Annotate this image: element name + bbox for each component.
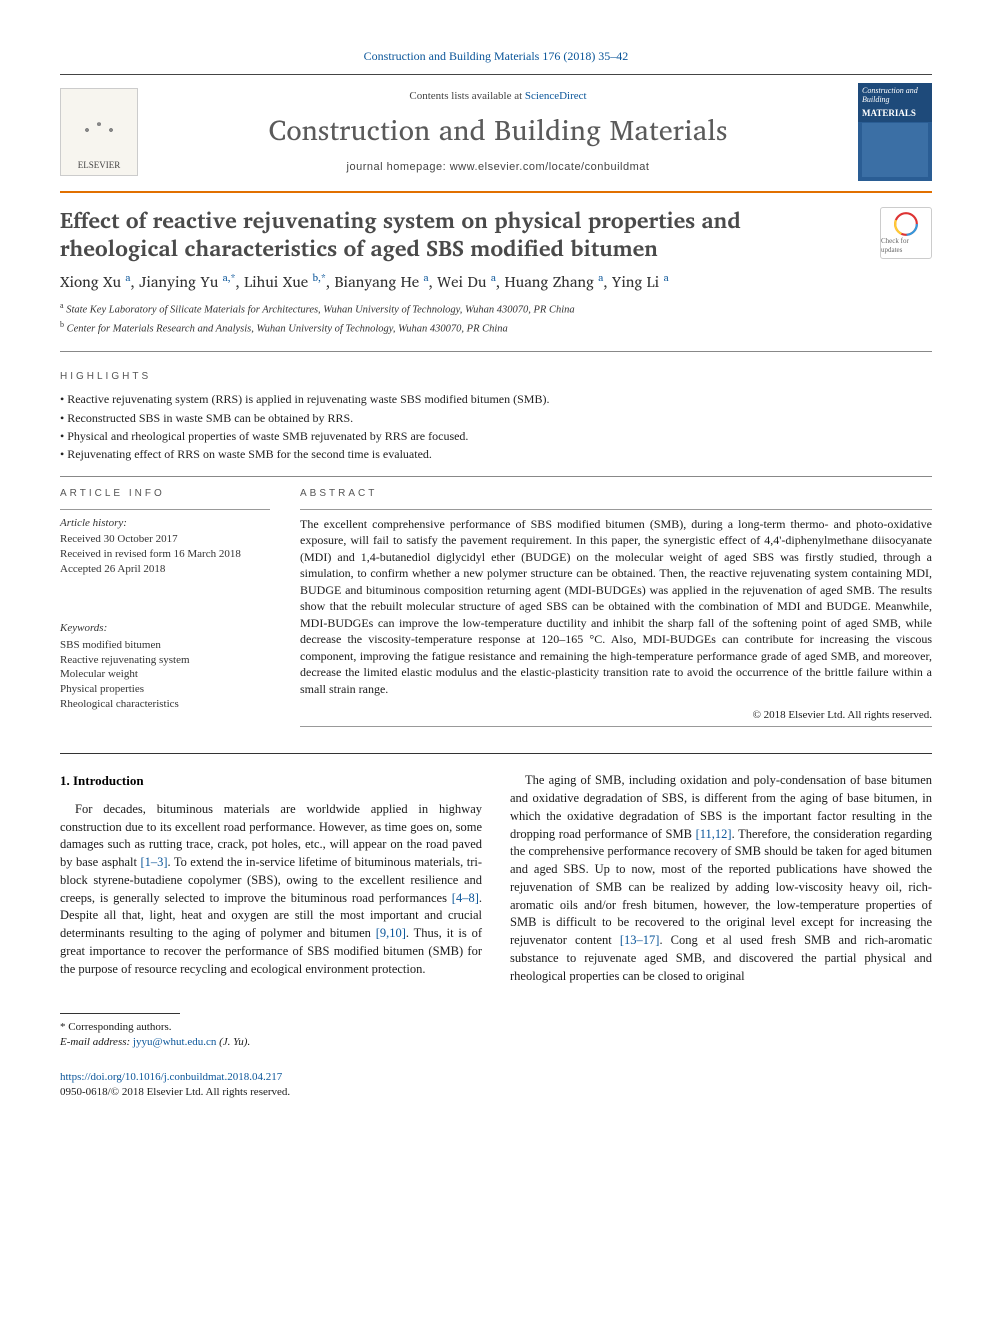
intro-heading: 1. Introduction [60, 772, 482, 790]
divider [60, 509, 270, 510]
divider [300, 509, 932, 510]
highlight-item: Rejuvenating effect of RRS on waste SMB … [60, 446, 932, 462]
publisher-name: ELSEVIER [78, 159, 121, 171]
elsevier-logo: ELSEVIER [60, 88, 138, 176]
highlights-label: HIGHLIGHTS [60, 370, 932, 384]
cover-title-1: Construction and Building [862, 87, 928, 105]
email-label: E-mail address: [60, 1036, 133, 1048]
journal-homepage: journal homepage: www.elsevier.com/locat… [152, 160, 844, 175]
divider [60, 351, 932, 352]
footnote-rule [60, 1013, 180, 1014]
abstract-text: The excellent comprehensive performance … [300, 516, 932, 698]
crossmark-icon [893, 211, 919, 237]
citation-link[interactable]: [13–17] [620, 933, 660, 947]
contents-available-line: Contents lists available at ScienceDirec… [152, 89, 844, 104]
keyword-item: Reactive rejuvenating system [60, 653, 270, 668]
contents-prefix: Contents lists available at [409, 90, 524, 102]
citation-line: Construction and Building Materials 176 … [60, 48, 932, 64]
article-history: Article history: Received 30 October 201… [60, 516, 270, 577]
highlight-item: Reconstructed SBS in waste SMB can be ob… [60, 410, 932, 426]
sciencedirect-link[interactable]: ScienceDirect [525, 90, 587, 102]
citation-link[interactable]: [11,12] [696, 827, 732, 841]
divider [60, 753, 932, 754]
article-info-label: ARTICLE INFO [60, 487, 270, 501]
cover-image-placeholder [862, 123, 928, 177]
keyword-item: SBS modified bitumen [60, 638, 270, 653]
keyword-item: Rheological characteristics [60, 697, 270, 712]
page-footer: * Corresponding authors. E-mail address:… [60, 1013, 932, 1099]
divider [60, 476, 932, 477]
paper-title: Effect of reactive rejuvenating system o… [60, 207, 860, 262]
divider [300, 726, 932, 727]
keywords-label: Keywords: [60, 621, 270, 636]
issn-copyright: 0950-0618/© 2018 Elsevier Ltd. All right… [60, 1085, 932, 1100]
keywords-block: Keywords: SBS modified bitumenReactive r… [60, 621, 270, 712]
history-label: Article history: [60, 516, 270, 531]
journal-name: Construction and Building Materials [152, 112, 844, 150]
doi-link[interactable]: https://doi.org/10.1016/j.conbuildmat.20… [60, 1071, 282, 1083]
email-author: (J. Yu). [216, 1036, 250, 1048]
elsevier-tree-icon [69, 101, 129, 159]
highlight-item: Reactive rejuvenating system (RRS) is ap… [60, 391, 932, 407]
highlights-list: Reactive rejuvenating system (RRS) is ap… [60, 391, 932, 462]
history-received: Received 30 October 2017 [60, 532, 270, 547]
citation-link[interactable]: [1–3] [140, 855, 167, 869]
keyword-item: Physical properties [60, 682, 270, 697]
corresponding-author-note: * Corresponding authors. [60, 1020, 932, 1035]
email-line: E-mail address: jyyu@whut.edu.cn (J. Yu)… [60, 1035, 932, 1050]
abstract-label: ABSTRACT [300, 487, 932, 501]
history-accepted: Accepted 26 April 2018 [60, 562, 270, 577]
highlight-item: Physical and rheological properties of w… [60, 428, 932, 444]
crossmark-label: Check for updates [881, 237, 931, 256]
crossmark-badge[interactable]: Check for updates [880, 207, 932, 259]
cover-title-2: MATERIALS [862, 107, 928, 119]
journal-header: ELSEVIER Contents lists available at Sci… [60, 74, 932, 193]
journal-cover-thumbnail: Construction and Building MATERIALS [858, 83, 932, 181]
citation-link[interactable]: [9,10] [376, 926, 406, 940]
author-list: Xiong Xu a, Jianying Yu a,*, Lihui Xue b… [60, 272, 932, 292]
body-text: 1. Introduction For decades, bituminous … [60, 772, 932, 985]
abstract-copyright: © 2018 Elsevier Ltd. All rights reserved… [300, 708, 932, 723]
keyword-item: Molecular weight [60, 667, 270, 682]
history-revised: Received in revised form 16 March 2018 [60, 547, 270, 562]
body-paragraph: The aging of SMB, including oxidation an… [510, 772, 932, 985]
citation-link[interactable]: [4–8] [452, 891, 479, 905]
affiliations: a State Key Laboratory of Silicate Mater… [60, 300, 932, 336]
body-paragraph: For decades, bituminous materials are wo… [60, 801, 482, 979]
email-link[interactable]: jyyu@whut.edu.cn [133, 1036, 216, 1048]
